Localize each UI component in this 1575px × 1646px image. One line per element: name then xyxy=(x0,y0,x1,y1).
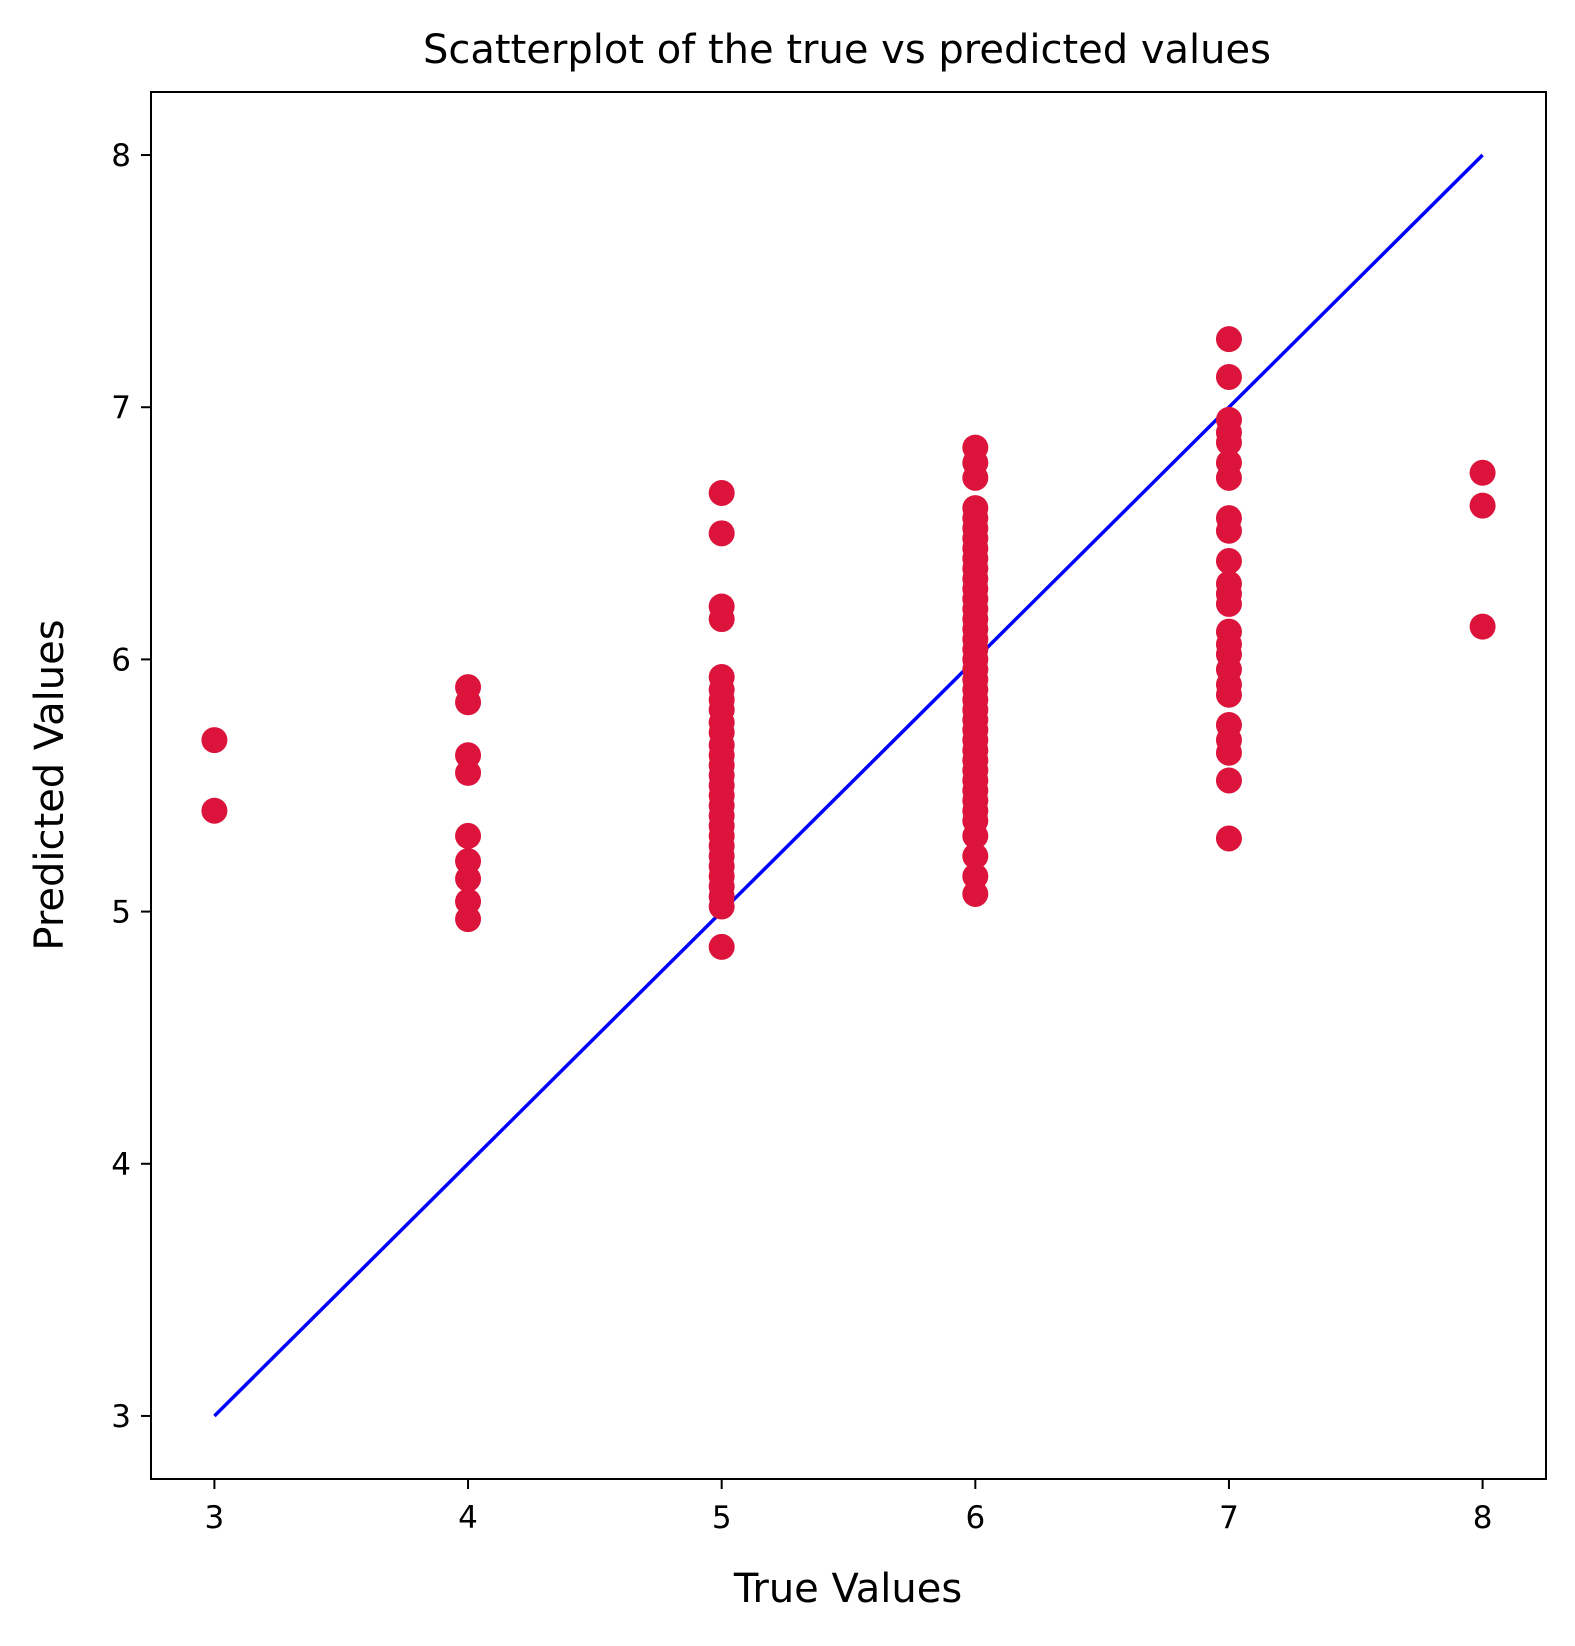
y-tick-label: 3 xyxy=(111,1399,131,1435)
plot-frame xyxy=(150,91,1547,1480)
points-layer xyxy=(201,326,1496,960)
data-point xyxy=(1215,429,1242,456)
data-point xyxy=(1469,613,1496,640)
x-axis-label: True Values xyxy=(733,1566,962,1612)
chart-title: Scatterplot of the true vs predicted val… xyxy=(423,27,1271,73)
plot-area xyxy=(150,91,1547,1480)
data-point xyxy=(455,822,482,849)
y-tick-label: 4 xyxy=(111,1147,131,1183)
y-tick-label: 7 xyxy=(111,390,131,426)
data-point xyxy=(1215,767,1242,794)
data-point xyxy=(1215,825,1242,852)
data-point xyxy=(1215,363,1242,390)
data-point xyxy=(708,606,735,633)
data-point xyxy=(201,727,228,754)
reference-line xyxy=(213,153,1484,1418)
data-point xyxy=(455,906,482,933)
data-point xyxy=(1215,681,1242,708)
data-point xyxy=(962,822,989,849)
data-point xyxy=(962,880,989,907)
reference-line-layer xyxy=(213,153,1484,1418)
data-point xyxy=(962,464,989,491)
data-point xyxy=(708,479,735,506)
data-point xyxy=(708,520,735,547)
x-tick-label: 8 xyxy=(1473,1500,1493,1536)
data-point xyxy=(455,865,482,892)
data-point xyxy=(1215,517,1242,544)
y-tick-label: 5 xyxy=(111,895,131,931)
x-tick-label: 7 xyxy=(1219,1500,1239,1536)
y-tick-label: 6 xyxy=(111,642,131,678)
y-tick-label: 8 xyxy=(111,138,131,174)
data-point xyxy=(1215,548,1242,575)
data-point xyxy=(455,689,482,716)
x-tick-label: 3 xyxy=(205,1500,225,1536)
y-axis-ticks: 3 4 5 6 7 8 xyxy=(111,138,151,1435)
data-point xyxy=(1215,590,1242,617)
y-axis-label: Predicted Values xyxy=(27,619,73,950)
data-point xyxy=(1469,492,1496,519)
data-point xyxy=(708,933,735,960)
x-tick-label: 6 xyxy=(965,1500,985,1536)
data-point xyxy=(1215,326,1242,353)
data-point xyxy=(962,843,989,870)
x-axis-ticks: 3 4 5 6 7 8 xyxy=(205,1479,1493,1536)
data-point xyxy=(201,797,228,824)
data-point xyxy=(1215,464,1242,491)
x-tick-label: 5 xyxy=(712,1500,732,1536)
data-point xyxy=(1215,739,1242,766)
data-point xyxy=(708,893,735,920)
x-tick-label: 4 xyxy=(458,1500,478,1536)
data-point xyxy=(455,759,482,786)
data-point xyxy=(1469,459,1496,486)
